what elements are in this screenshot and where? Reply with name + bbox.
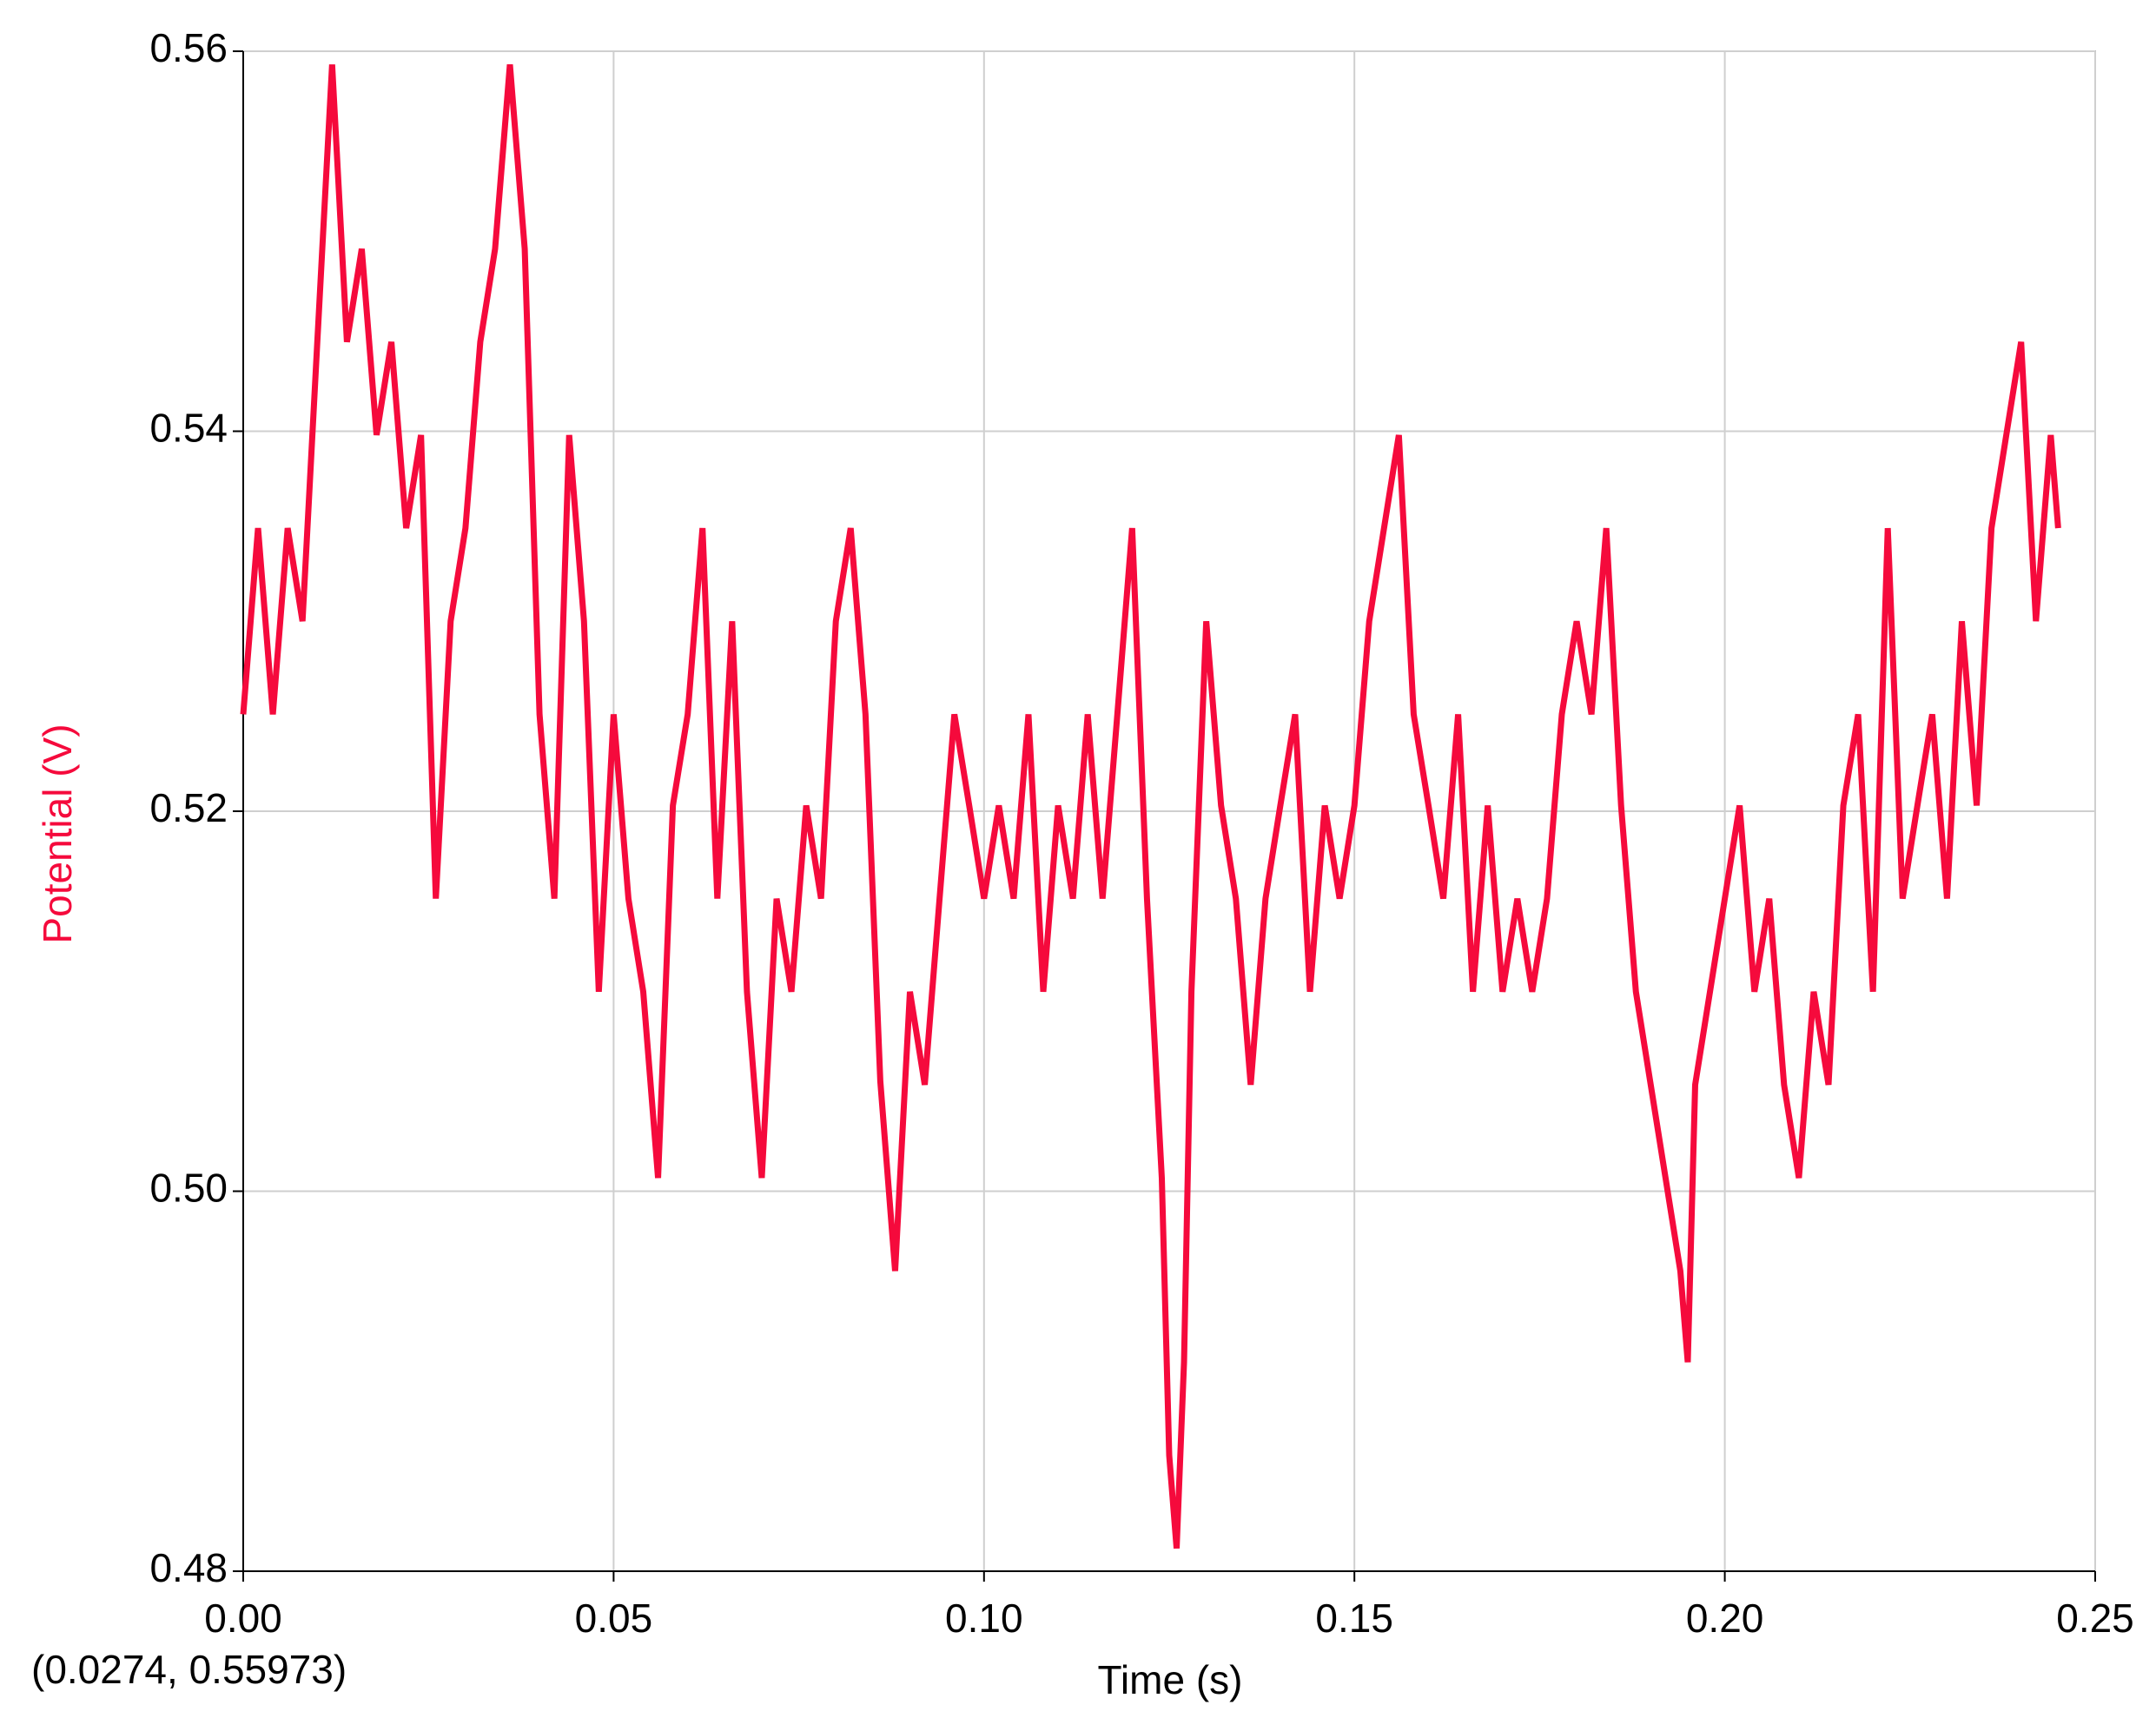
y-tick-label: 0.50 — [149, 1166, 228, 1211]
x-axis-label: Time (s) — [1098, 1657, 1243, 1702]
x-tick-label: 0.20 — [1686, 1596, 1764, 1641]
y-tick-label: 0.54 — [149, 406, 228, 451]
y-tick-label: 0.48 — [149, 1545, 228, 1590]
y-axis-label: Potential (V) — [35, 724, 80, 943]
y-tick-label: 0.52 — [149, 785, 228, 830]
y-tick-label: 0.56 — [149, 25, 228, 70]
data-line — [240, 64, 2061, 1550]
x-tick-label: 0.25 — [2056, 1596, 2134, 1641]
x-tick-label: 0.05 — [575, 1596, 653, 1641]
x-tick-label: 0.15 — [1315, 1596, 1393, 1641]
cursor-annotation: (0.0274, 0.55973) — [31, 1647, 347, 1692]
x-tick-label: 0.00 — [204, 1596, 282, 1641]
x-tick-label: 0.10 — [945, 1596, 1023, 1641]
